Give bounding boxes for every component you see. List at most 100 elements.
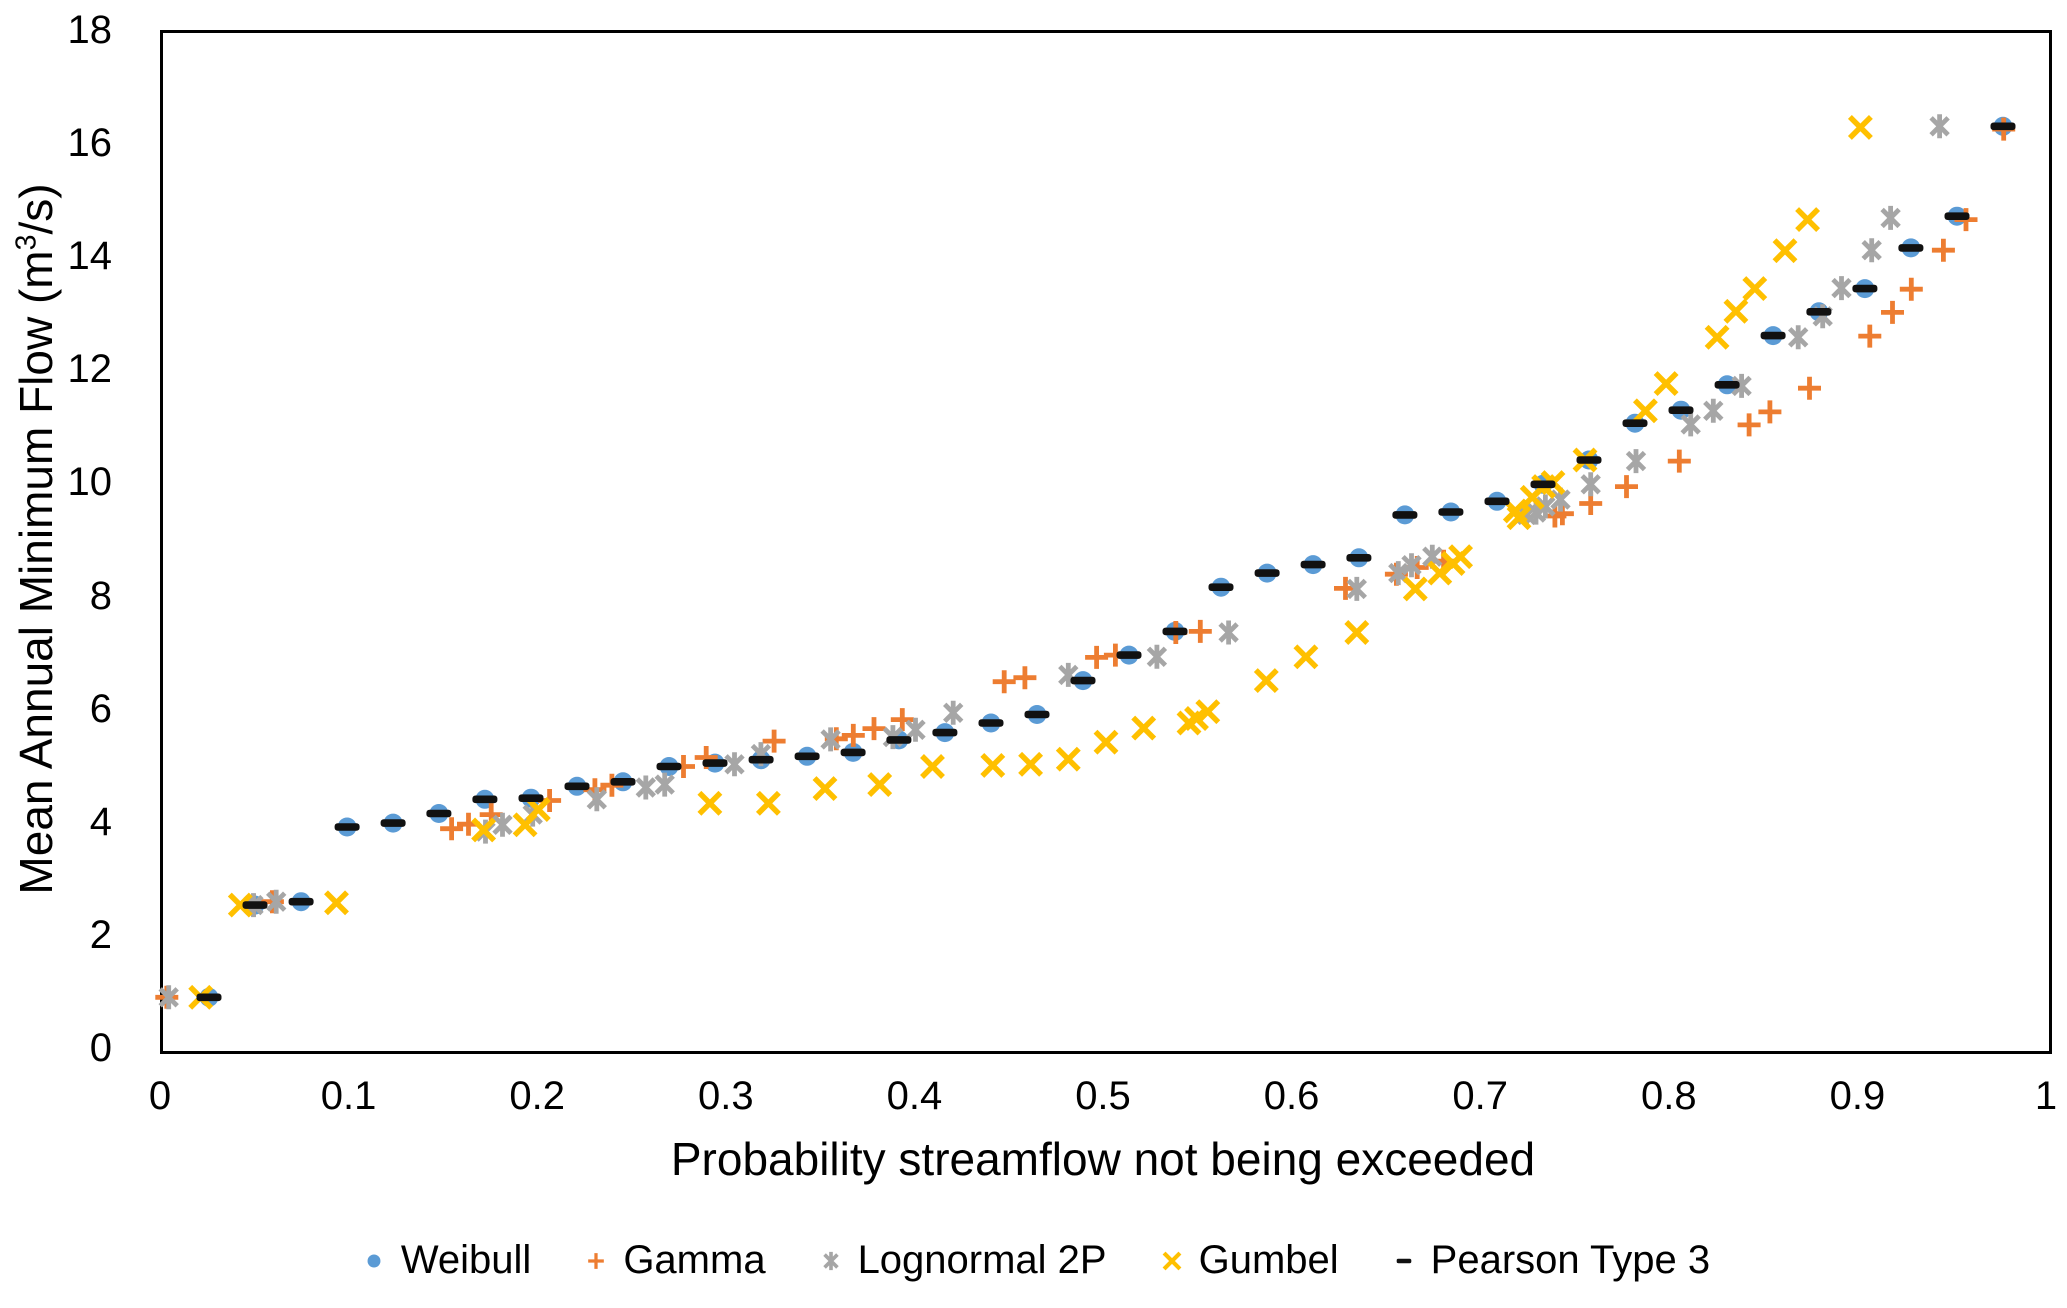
data-point: [1218, 620, 1239, 645]
x-tick-label: 0.2: [509, 1074, 565, 1118]
data-point: [1880, 205, 1901, 230]
legend-item-gamma: Gamma: [579, 1238, 766, 1283]
legend-marker-dash-icon: [1396, 1258, 1411, 1263]
series-gamma: [155, 117, 2016, 1009]
data-point: [1438, 508, 1464, 516]
legend-label: Gumbel: [1198, 1238, 1339, 1282]
data-point: [158, 985, 179, 1010]
legend-item-gumbel: Gumbel: [1155, 1238, 1339, 1283]
y-tick-label: 12: [67, 347, 113, 392]
data-point: [1013, 666, 1037, 690]
data-point: [992, 670, 1016, 694]
plot-canvas: [155, 114, 2016, 1010]
data-point: [1162, 627, 1188, 636]
x-tick-label: 0.7: [1452, 1074, 1508, 1118]
legend-label: Gamma: [623, 1238, 766, 1282]
data-point: [1346, 554, 1372, 562]
data-point: [724, 752, 745, 777]
data-point: [288, 897, 314, 906]
data-point: [1530, 480, 1556, 489]
y-axis-title: Mean Annual Minimum Flow (m3/s): [9, 183, 63, 894]
data-point: [905, 717, 926, 742]
data-point: [862, 717, 886, 741]
series-gumbel: [188, 114, 1873, 1010]
data-point: [1831, 276, 1852, 301]
data-point: [812, 776, 838, 802]
data-point: [932, 728, 958, 737]
data-point: [1737, 413, 1761, 437]
data-point: [1506, 505, 1532, 531]
data-point: [1847, 114, 1873, 140]
data-point: [841, 723, 865, 747]
data-point: [1760, 331, 1786, 340]
data-point: [943, 700, 964, 725]
data-point: [1795, 207, 1821, 233]
data-point: [1401, 553, 1422, 578]
data-point: [492, 812, 513, 837]
data-point: [1146, 644, 1168, 669]
legend-label: Weibull: [400, 1238, 532, 1282]
data-point: [755, 790, 781, 816]
data-point: [1704, 324, 1730, 350]
data-point: [1898, 244, 1924, 252]
data-point: [324, 890, 349, 916]
data-point: [472, 795, 498, 804]
data-point: [1653, 371, 1679, 397]
y-tick-label: 4: [89, 799, 112, 844]
legend-item-pearson-type-3: Pearson Type 3: [1387, 1238, 1710, 1283]
y-tick-label: 10: [67, 460, 113, 505]
data-point: [1929, 114, 1950, 139]
legend-label: Lognormal 2P: [857, 1238, 1107, 1282]
data-point: [890, 708, 914, 732]
data-point: [1625, 449, 1647, 474]
data-point: [656, 762, 682, 771]
data-point: [820, 727, 841, 752]
x-tick-label: 0.3: [697, 1074, 754, 1118]
data-point: [564, 782, 590, 791]
data-point: [1576, 456, 1602, 464]
data-point: [1632, 398, 1658, 424]
y-tick-label: 6: [89, 686, 112, 731]
x-tick-label: 1: [2034, 1074, 2058, 1118]
x-tick-label: 0: [148, 1074, 172, 1118]
data-point: [1448, 544, 1474, 570]
data-point: [1184, 706, 1209, 731]
data-point: [1806, 308, 1832, 316]
data-point: [697, 790, 723, 816]
data-point: [242, 901, 268, 909]
series-weibull: [199, 116, 2013, 1007]
data-point: [1742, 276, 1768, 302]
chart-legend: Weibull Gamma Lognormal 2P Gumbel Pearson Ty…: [0, 1238, 2067, 1283]
data-point: [840, 748, 866, 757]
x-tick-label: 0.9: [1829, 1074, 1886, 1118]
y-tick-label: 18: [67, 8, 113, 52]
data-point: [1018, 751, 1044, 777]
y-axis-title-text: /s): [10, 183, 62, 235]
data-point: [380, 819, 406, 827]
data-point: [1188, 619, 1212, 643]
data-point: [794, 752, 820, 761]
data-point: [1300, 560, 1326, 569]
data-point: [1293, 644, 1319, 670]
data-point: [518, 794, 544, 802]
y-tick-label: 8: [89, 573, 112, 618]
data-point: [1535, 494, 1556, 519]
data-point: [1615, 475, 1638, 499]
data-point: [748, 755, 774, 764]
x-axis-title: Probability streamflow not being exceede…: [670, 1133, 1536, 1185]
data-point: [1667, 449, 1691, 473]
data-point: [1881, 300, 1904, 324]
data-point: [1208, 583, 1234, 591]
data-point: [1990, 122, 2016, 131]
data-point: [1858, 324, 1882, 348]
y-tick-label: 16: [67, 121, 113, 166]
series-lognormal-2p: [158, 114, 1950, 1010]
data-point: [1622, 419, 1648, 427]
data-point: [1798, 376, 1821, 400]
legend-label: Pearson Type 3: [1430, 1238, 1711, 1282]
data-point: [762, 729, 786, 753]
series-pearson-type-3: [196, 122, 2016, 1002]
data-point: [610, 778, 636, 786]
data-point: [1788, 325, 1809, 350]
